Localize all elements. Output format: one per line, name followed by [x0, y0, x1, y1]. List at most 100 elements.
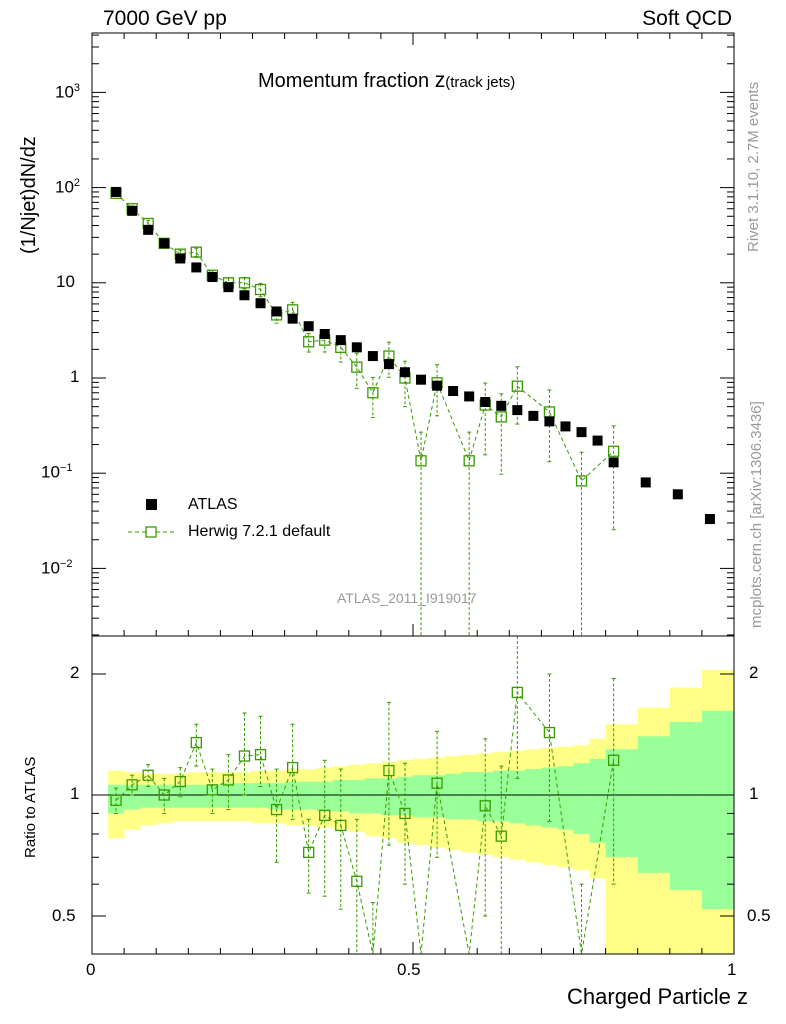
band-inner-segment [300, 781, 318, 810]
herwig-point [463, 455, 475, 467]
band-inner-segment [669, 721, 703, 891]
band-inner-segment [589, 758, 607, 843]
herwig-point [367, 387, 379, 399]
atlas-point [303, 321, 314, 332]
band-inner-segment [637, 736, 671, 873]
band-inner-segment [140, 784, 157, 808]
ratio-point [110, 794, 122, 806]
y-axis-label-ratio: Ratio to ATLAS [22, 756, 39, 858]
x-tick-label-0: 0 [86, 960, 96, 979]
band-inner-segment [364, 778, 382, 814]
band-inner-segment [413, 775, 430, 818]
atlas-point [335, 335, 346, 346]
ratio-line [115, 691, 615, 955]
atlas-point [383, 359, 394, 370]
ratio-point [479, 800, 491, 812]
rivet-version-label: Rivet 3.1.10, 2.7M events [745, 81, 762, 252]
atlas-point [480, 396, 491, 407]
ratio-series [110, 636, 620, 955]
atlas-point [608, 457, 619, 468]
band-inner-segment [172, 784, 189, 808]
y-tick-label-1: 1 [70, 367, 80, 386]
band-inner-segment [348, 779, 366, 814]
header-energy-label: 7000 GeV pp [103, 7, 227, 30]
atlas-point [560, 421, 571, 432]
atlas-point [640, 477, 651, 488]
x-axis-label: Charged Particle z [567, 984, 748, 1009]
atlas-point [592, 435, 603, 446]
band-inner-segment [124, 784, 141, 810]
atlas-point [576, 427, 587, 438]
ratio-point [511, 686, 523, 699]
atlas-point [464, 391, 475, 402]
atlas-point [704, 514, 715, 525]
band-inner-segment [461, 772, 478, 820]
herwig-point [351, 361, 363, 373]
band-inner-segment [541, 767, 558, 828]
band-inner-segment [493, 770, 510, 822]
ratio-point [335, 819, 347, 832]
ratio-tick-label-2-left: 2 [70, 663, 80, 682]
ratio-point [383, 764, 395, 777]
atlas-point [159, 238, 170, 249]
y-tick-label-1e2: 102 [55, 177, 81, 197]
ratio-point [142, 769, 154, 781]
atlas-point [239, 290, 250, 301]
y-axis-label-main: (1/Njet)dN/dz [18, 136, 40, 254]
band-inner-segment [525, 769, 542, 826]
chart-title-variable: z [434, 69, 446, 92]
herwig-point [238, 277, 251, 289]
chart-title: Momentum fraction z(track jets) [258, 69, 515, 93]
atlas-point [319, 328, 330, 339]
ratio-point [206, 784, 219, 796]
ratio-point [399, 807, 411, 820]
herwig-line [115, 192, 614, 482]
ratio-point [190, 736, 202, 749]
band-inner-segment [188, 784, 205, 808]
ratio-point [543, 726, 556, 739]
ratio-point [286, 761, 299, 774]
atlas-point [432, 380, 443, 391]
ratio-point [270, 803, 283, 816]
ratio-point [431, 777, 443, 789]
legend-marker-herwig [145, 526, 157, 538]
ratio-point [303, 846, 315, 858]
herwig-series [110, 187, 620, 636]
y-tick-label-10: 10 [56, 272, 75, 291]
chart-title-main: Momentum fraction [258, 70, 435, 92]
atlas-point [191, 262, 202, 273]
band-inner-segment [445, 773, 462, 820]
ratio-point [222, 774, 235, 786]
legend [128, 499, 176, 538]
legend-label-atlas: ATLAS [188, 496, 238, 513]
ratio-point [319, 809, 331, 821]
y-tick-label-1e-1: 10−1 [41, 462, 73, 482]
ratio-tick-label-1-left: 1 [70, 784, 80, 803]
atlas-point [271, 306, 282, 317]
atlas-point [416, 374, 427, 385]
atlas-point [496, 400, 507, 411]
atlas-point [111, 186, 122, 197]
ratio-point [495, 830, 507, 842]
herwig-point [511, 380, 523, 392]
main-panel-frame [91, 32, 735, 637]
atlas-point [287, 313, 298, 324]
herwig-point [254, 283, 267, 296]
band-inner-segment [509, 770, 526, 824]
atlas-point [544, 416, 555, 427]
ratio-tick-label-1-right: 1 [749, 784, 759, 803]
atlas-point [351, 342, 362, 353]
atlas-point [512, 405, 523, 416]
legend-marker-atlas [146, 499, 157, 510]
ratio-tick-label-2-right: 2 [749, 663, 759, 682]
band-inner-segment [573, 763, 591, 834]
atlas-point [175, 253, 186, 264]
y-tick-label-1e3: 103 [55, 82, 81, 102]
y-tick-label-1e-2: 10−2 [41, 558, 73, 578]
ratio-point [174, 775, 186, 788]
band-inner-segment [557, 766, 574, 830]
atlas-point [528, 410, 539, 421]
atlas-point [672, 489, 683, 500]
atlas-point [367, 351, 378, 362]
